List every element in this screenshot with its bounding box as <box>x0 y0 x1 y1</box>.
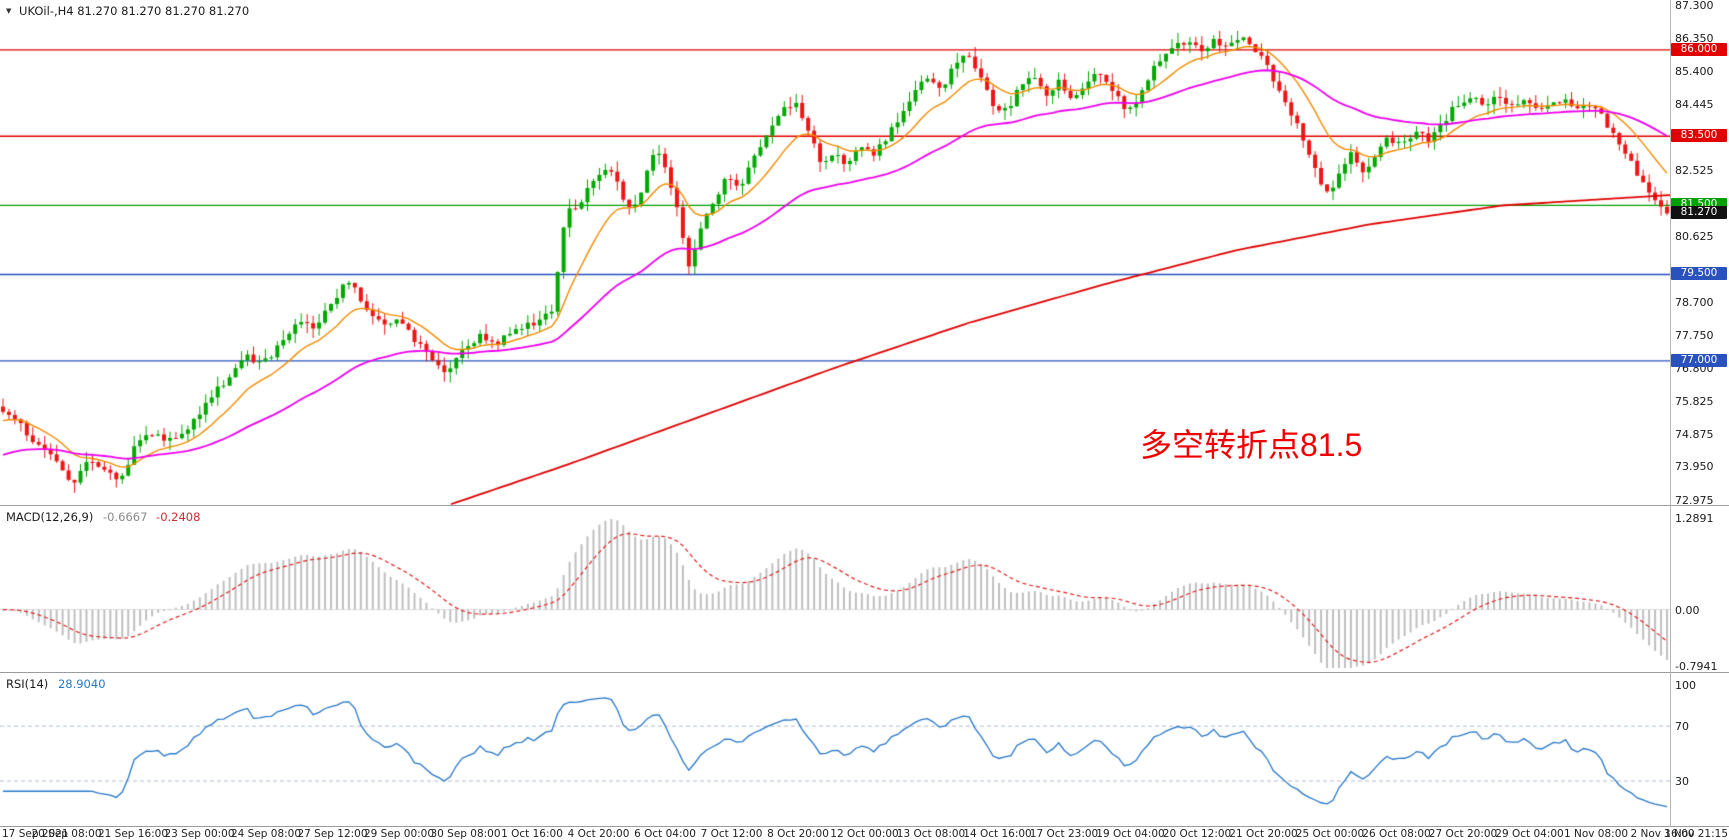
price-axis-tick: 75.825 <box>1675 395 1714 409</box>
price-axis-tick: 73.950 <box>1675 460 1714 474</box>
annotation-text: 多空转折点81.5 <box>1140 427 1363 463</box>
time-axis-label: 30 Sep 08:00 <box>430 828 501 840</box>
time-axis-label: 8 Oct 20:00 <box>767 828 829 840</box>
pane-separator[interactable] <box>0 505 1729 506</box>
time-axis-label: 4 Oct 20:00 <box>567 828 630 840</box>
time-axis-label: 21 Sep 16:00 <box>97 828 169 840</box>
price-line-badge[interactable]: 86.000 <box>1671 42 1727 56</box>
time-axis-label: 25 Oct 00:00 <box>1295 828 1365 840</box>
macd-scale-label: -0.7941 <box>1675 660 1718 673</box>
time-axis-label: 23 Sep 00:00 <box>164 828 235 840</box>
time-axis-label: 6 Oct 04:00 <box>634 828 696 840</box>
time-axis-label: 20 Sep 08:00 <box>31 828 102 840</box>
macd-scale-label: 1.2891 <box>1675 512 1714 525</box>
time-axis-label: 7 Oct 12:00 <box>700 828 763 840</box>
time-axis-label: 14 Oct 16:00 <box>963 828 1032 840</box>
rsi-scale-label: 30 <box>1675 775 1689 788</box>
symbol-dropdown-icon[interactable]: ▼ <box>6 7 12 15</box>
price-axis-tick: 80.625 <box>1675 229 1714 243</box>
price-axis-tick: 77.750 <box>1675 328 1714 342</box>
rsi-indicator-canvas[interactable] <box>0 673 1670 827</box>
macd-signal-value: -0.2408 <box>156 510 201 524</box>
time-axis-label: 19 Oct 04:00 <box>1096 828 1165 840</box>
price-axis-tick: 78.700 <box>1675 296 1714 310</box>
time-axis-label: 27 Sep 12:00 <box>297 828 368 840</box>
time-axis-label: 2 Nov 16:00 <box>1630 828 1695 840</box>
time-axis-label: 13 Oct 08:00 <box>896 828 966 840</box>
macd-name: MACD(12,26,9) <box>6 510 94 524</box>
rsi-axis-column: 100 70 30 <box>1670 673 1729 827</box>
time-axis-label: 29 Oct 04:00 <box>1495 828 1564 840</box>
rsi-scale-label: 70 <box>1675 720 1689 734</box>
time-axis-label: 24 Sep 08:00 <box>230 828 302 840</box>
price-axis-tick: 74.875 <box>1675 428 1714 442</box>
time-axis-label: 1 Nov 08:00 <box>1563 828 1629 840</box>
macd-main-value: -0.6667 <box>103 510 148 524</box>
time-axis-label: 26 Oct 08:00 <box>1362 828 1431 840</box>
price-chart-canvas[interactable] <box>0 0 1670 506</box>
symbol-title: UKOil-,H4 81.270 81.270 81.270 81.270 <box>19 4 250 18</box>
price-axis-tick: 86.350 <box>1675 31 1714 45</box>
time-axis-label: 1 Oct 16:00 <box>501 828 563 840</box>
symbol-header: ▼ UKOil-,H4 81.270 81.270 81.270 81.270 <box>6 4 249 18</box>
price-axis-divider <box>1670 0 1671 827</box>
price-line-badge[interactable]: 77.000 <box>1671 353 1727 367</box>
price-axis-column: 87.300 86.350 85.400 84.445 82.525 80.625 78.7… <box>1670 0 1729 507</box>
time-axis-label: 17 Oct 23:00 <box>1029 828 1099 840</box>
macd-indicator-canvas[interactable] <box>0 506 1670 673</box>
macd-axis-column: 1.2891 0.00 -0.7941 <box>1670 506 1729 673</box>
rsi-value: 28.9040 <box>57 677 106 691</box>
price-axis-tick: 87.300 <box>1675 0 1714 13</box>
time-axis-label: 21 Oct 20:00 <box>1229 828 1298 840</box>
price-axis-tick: 84.445 <box>1675 97 1714 111</box>
price-axis-tick: 82.525 <box>1675 163 1714 177</box>
price-axis-tick: 85.400 <box>1675 64 1714 78</box>
price-line-badge[interactable]: 83.500 <box>1671 129 1727 143</box>
price-line-badge[interactable]: 81.270 <box>1671 206 1727 220</box>
time-axis-label: 29 Sep 00:00 <box>363 828 435 840</box>
rsi-label: RSI(14) 28.9040 <box>6 677 106 691</box>
price-axis-tick: 72.975 <box>1675 493 1714 507</box>
time-axis-label: 27 Oct 20:00 <box>1428 828 1498 840</box>
macd-label: MACD(12,26,9) -0.6667 -0.2408 <box>6 510 200 524</box>
price-line-badge[interactable]: 79.500 <box>1671 267 1727 281</box>
time-axis-label: 17 Sep 2021 <box>2 828 69 840</box>
rsi-name: RSI(14) <box>6 677 49 691</box>
rsi-scale-label: 100 <box>1675 679 1696 692</box>
time-axis-label: 20 Oct 12:00 <box>1162 828 1232 840</box>
time-axis-label: 12 Oct 00:00 <box>830 828 899 840</box>
macd-scale-label: 0.00 <box>1675 603 1700 617</box>
pane-separator[interactable] <box>0 672 1729 673</box>
time-axis[interactable]: 17 Sep 2021 20 Sep 08:00 21 Sep 16:00 23 Se… <box>0 827 1729 840</box>
time-axis-label: 3 Nov 21:15 <box>1663 828 1728 840</box>
pane-separator <box>0 826 1729 827</box>
